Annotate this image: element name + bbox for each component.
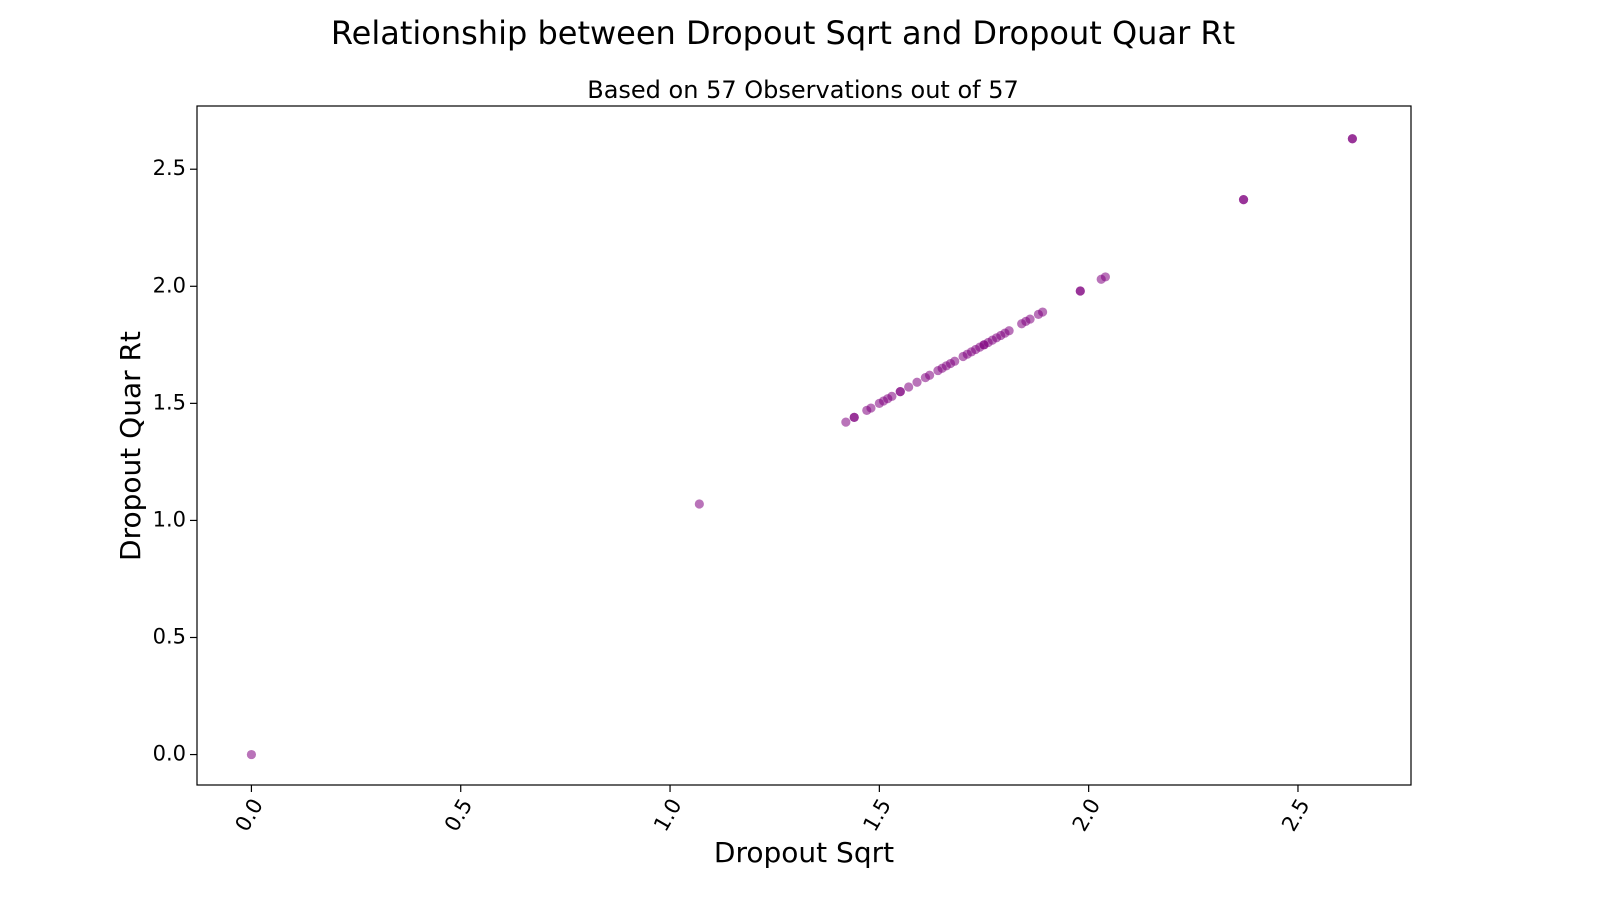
data-point [1238, 195, 1249, 205]
x-tick-label: 1.0 [649, 795, 686, 836]
data-point [904, 382, 914, 392]
data-point [866, 403, 876, 413]
chart-subtitle: Based on 57 Observations out of 57 [587, 76, 1019, 104]
y-axis-label: Dropout Quar Rt [114, 331, 147, 561]
plot-area-frame [196, 105, 1412, 786]
data-point [246, 749, 257, 760]
data-point [895, 387, 905, 397]
y-tick-label: 0.5 [153, 624, 186, 648]
data-point [694, 499, 704, 509]
data-points [246, 134, 1357, 760]
x-tick-label: 0.5 [440, 795, 477, 836]
y-tick-label: 1.5 [153, 390, 186, 414]
data-point [841, 417, 851, 427]
y-tick-label: 0.0 [153, 742, 186, 766]
chart-title: Relationship between Dropout Sqrt and Dr… [331, 14, 1235, 52]
data-point [1025, 314, 1035, 324]
x-axis-label: Dropout Sqrt [714, 836, 894, 869]
y-axis-ticks: 0.0 0.5 1.0 1.5 2.0 2.5 [153, 156, 197, 766]
x-tick-label: 1.5 [858, 795, 895, 836]
data-point [1100, 272, 1111, 282]
data-point [1075, 286, 1085, 296]
x-tick-label: 2.5 [1277, 795, 1314, 836]
y-tick-label: 2.5 [153, 156, 186, 180]
y-tick-label: 1.0 [153, 507, 186, 531]
x-tick-label: 2.0 [1068, 795, 1105, 836]
data-point [912, 377, 922, 387]
y-tick-label: 2.0 [153, 273, 186, 297]
data-point [887, 391, 897, 401]
data-point [1004, 326, 1014, 336]
data-point [1038, 307, 1048, 317]
x-axis-ticks: 0.0 0.5 1.0 1.5 2.0 2.5 [230, 785, 1314, 835]
data-point [950, 356, 960, 366]
data-point [849, 412, 859, 422]
data-point [1347, 134, 1357, 144]
x-tick-label: 0.0 [230, 795, 267, 836]
data-point [924, 370, 935, 380]
